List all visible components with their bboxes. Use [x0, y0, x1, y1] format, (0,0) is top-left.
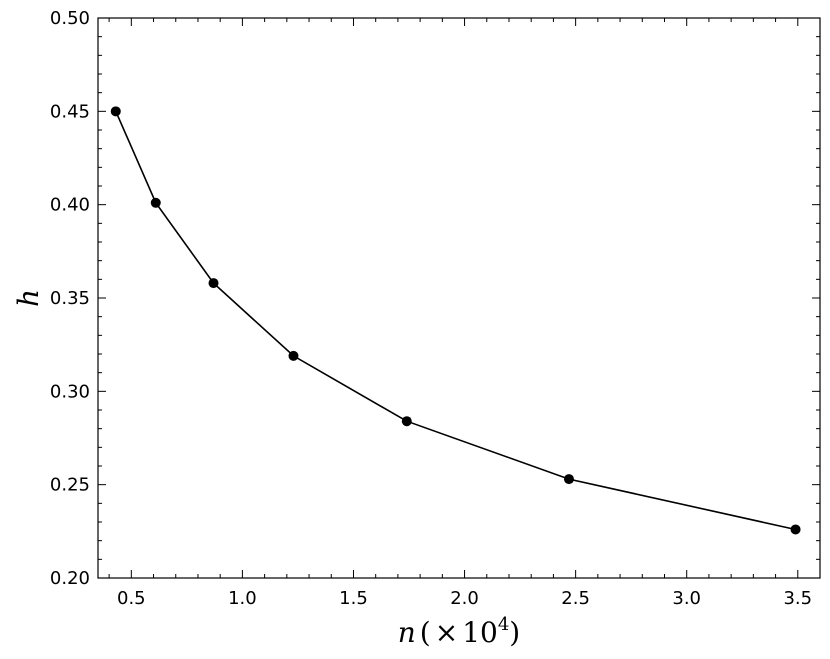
x-axis-title-var: n	[398, 616, 416, 649]
plot-frame	[97, 17, 821, 579]
x-tick-label: 0.5	[117, 588, 146, 609]
data-point	[110, 106, 121, 117]
y-tick-label: 0.45	[50, 101, 90, 122]
y-tick-label: 0.50	[50, 8, 90, 29]
x-axis-title-close: )	[509, 616, 520, 649]
data-point	[288, 350, 299, 361]
x-axis-title-times: ×	[435, 616, 458, 649]
ticks	[98, 17, 821, 579]
x-tick-label: 2.0	[450, 588, 479, 609]
y-tick-label: 0.30	[50, 381, 90, 402]
x-axis-title-exp: 4	[498, 614, 509, 635]
x-axis-title: n(× 104)	[398, 614, 520, 649]
y-tick-label: 0.25	[50, 475, 90, 496]
data-point	[401, 416, 412, 427]
y-axis-title: h	[12, 289, 45, 307]
data-point	[563, 474, 574, 485]
plot-area	[98, 18, 820, 578]
data-point	[150, 197, 161, 208]
y-tick-label: 0.40	[50, 195, 90, 216]
x-tick-label: 3.0	[672, 588, 701, 609]
tick-labels: 0.5 1.0 1.5 2.0 2.5 3.0 3.5 0.20 0.25 0.30 0.35 0.4…	[50, 8, 812, 609]
y-tick-label: 0.35	[50, 288, 90, 309]
x-tick-label: 1.5	[339, 588, 368, 609]
x-tick-label: 2.5	[561, 588, 590, 609]
y-tick-label: 0.20	[50, 568, 90, 589]
x-axis-title-base: 10	[462, 616, 498, 649]
series-markers	[110, 106, 801, 535]
x-tick-label: 3.5	[783, 588, 812, 609]
data-point	[790, 524, 801, 535]
x-axis-title-open: (	[420, 616, 431, 649]
data-point	[208, 278, 219, 289]
x-tick-label: 1.0	[228, 588, 257, 609]
